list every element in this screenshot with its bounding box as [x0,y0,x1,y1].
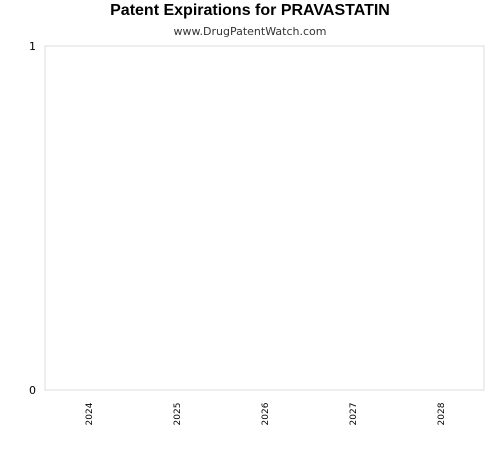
y-tick-label: 1 [29,40,36,53]
plot-area [44,45,485,391]
x-tick-label: 2025 [173,403,183,426]
chart-title: Patent Expirations for PRAVASTATIN [110,2,390,19]
x-tick-label: 2028 [437,402,447,425]
x-tick-label: 2027 [349,403,359,426]
x-axis: 2024 2025 2026 2027 2028 [85,402,447,425]
x-tick-label: 2026 [261,402,271,425]
y-axis: 01 [29,40,36,397]
y-tick-label: 0 [29,384,36,397]
x-tick-label: 2024 [85,402,95,425]
chart-subtitle: www.DrugPatentWatch.com [173,25,327,38]
